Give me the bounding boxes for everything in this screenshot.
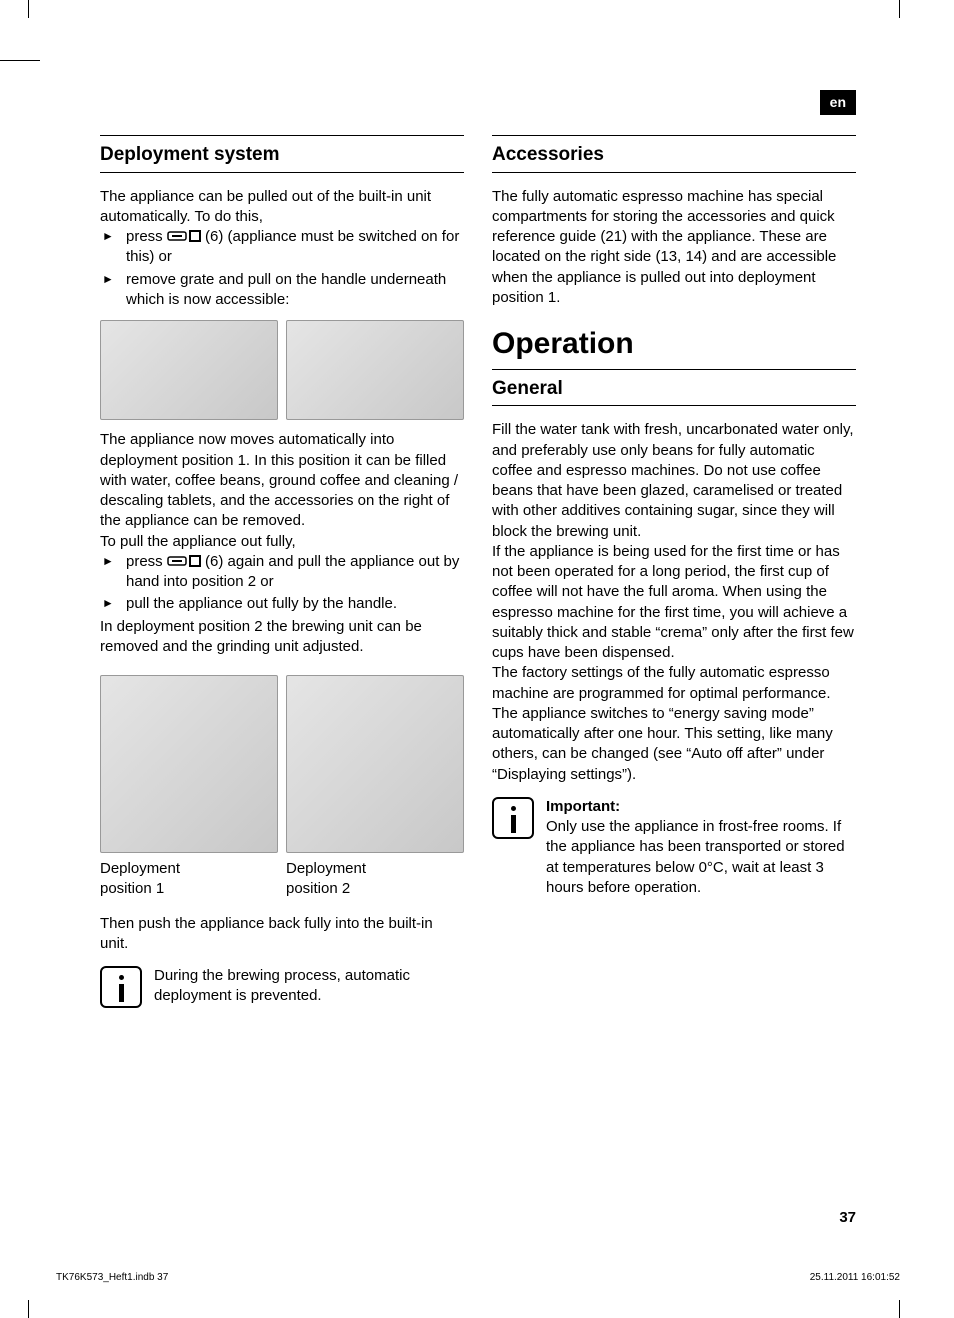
bullet-list: press (6) (appliance must be switched on… xyxy=(100,227,464,310)
left-column: Deployment system The appliance can be p… xyxy=(100,135,464,1218)
eject-button-icon xyxy=(167,552,201,572)
rule xyxy=(492,135,856,136)
page-content: Deployment system The appliance can be p… xyxy=(100,135,856,1218)
list-item: pull the appliance out fully by the hand… xyxy=(100,594,464,614)
crop-mark xyxy=(899,1300,900,1318)
info-text: Important: Only use the appliance in fro… xyxy=(546,797,856,898)
info-icon xyxy=(100,966,142,1008)
heading-operation: Operation xyxy=(492,324,856,365)
list-item: press (6) (appliance must be switched on… xyxy=(100,227,464,268)
paragraph: Then push the appliance back fully into … xyxy=(100,914,464,955)
info-label: Important: xyxy=(546,798,620,815)
heading-accessories: Accessories xyxy=(492,142,856,173)
caption-line: Deployment xyxy=(100,860,180,877)
eject-button-icon xyxy=(167,227,201,247)
rule xyxy=(100,135,464,136)
info-body: Only use the appliance in frost-free roo… xyxy=(546,818,845,896)
paragraph: If the appliance is being used for the f… xyxy=(492,542,856,664)
illustration-handle-pull xyxy=(286,320,464,420)
caption: Deployment position 2 xyxy=(286,859,464,900)
info-note: During the brewing process, automatic de… xyxy=(100,966,464,1008)
right-column: Accessories The fully automatic espresso… xyxy=(492,135,856,1218)
illustration-position-1 xyxy=(100,675,278,853)
crop-mark xyxy=(0,60,40,61)
bullet-list: press (6) again and pull the appliance o… xyxy=(100,552,464,615)
list-item: press (6) again and pull the appliance o… xyxy=(100,552,464,593)
page-number: 37 xyxy=(839,1208,856,1228)
rule xyxy=(492,369,856,370)
illustration-position-2 xyxy=(286,675,464,853)
caption-line: position 2 xyxy=(286,880,350,897)
caption-line: position 1 xyxy=(100,880,164,897)
caption: Deployment position 1 xyxy=(100,859,278,900)
heading-general: General xyxy=(492,376,856,407)
footer-filename: TK76K573_Heft1.indb 37 xyxy=(56,1271,168,1285)
crop-mark xyxy=(28,1300,29,1318)
info-text: During the brewing process, automatic de… xyxy=(154,966,464,1008)
heading-deployment: Deployment system xyxy=(100,142,464,173)
footer-timestamp: 25.11.2011 16:01:52 xyxy=(810,1271,900,1285)
paragraph: Fill the water tank with fresh, uncarbon… xyxy=(492,420,856,542)
paragraph: The appliance can be pulled out of the b… xyxy=(100,187,464,228)
info-important: Important: Only use the appliance in fro… xyxy=(492,797,856,898)
caption-line: Deployment xyxy=(286,860,366,877)
paragraph: The fully automatic espresso machine has… xyxy=(492,187,856,309)
language-tag: en xyxy=(820,90,856,115)
paragraph: In deployment position 2 the brewing uni… xyxy=(100,617,464,658)
crop-mark xyxy=(28,0,29,18)
print-footer: TK76K573_Heft1.indb 37 25.11.2011 16:01:… xyxy=(56,1271,900,1285)
image-row-handles xyxy=(100,320,464,420)
info-icon xyxy=(492,797,534,839)
list-item: remove grate and pull on the handle unde… xyxy=(100,270,464,311)
paragraph: To pull the appliance out fully, xyxy=(100,532,464,552)
paragraph: The appliance now moves automatically in… xyxy=(100,430,464,531)
paragraph: The factory settings of the fully automa… xyxy=(492,663,856,785)
illustration-handle-press xyxy=(100,320,278,420)
image-row-positions: Deployment position 1 Deployment positio… xyxy=(100,675,464,900)
crop-mark xyxy=(899,0,900,18)
